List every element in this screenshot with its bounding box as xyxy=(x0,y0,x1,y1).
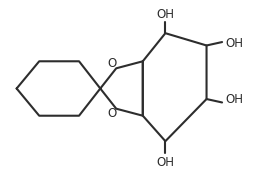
Text: O: O xyxy=(108,57,117,70)
Text: OH: OH xyxy=(225,93,243,106)
Text: OH: OH xyxy=(156,156,174,169)
Text: OH: OH xyxy=(225,37,243,50)
Text: OH: OH xyxy=(156,8,174,21)
Text: O: O xyxy=(108,107,117,120)
